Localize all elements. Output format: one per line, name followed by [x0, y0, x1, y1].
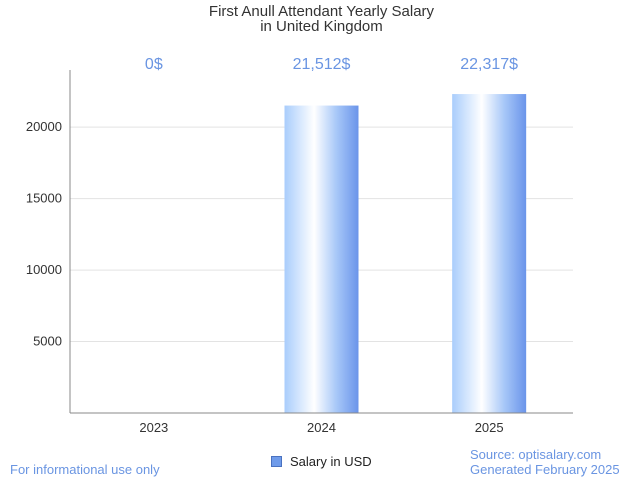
- x-tick-label: 2025: [475, 420, 504, 435]
- chart-title: First Anull Attendant Yearly Salary: [208, 3, 435, 20]
- y-tick-label: 20000: [26, 119, 62, 134]
- legend-label: Salary in USD: [290, 454, 372, 469]
- y-tick-label: 10000: [26, 262, 62, 277]
- disclaimer-text: For informational use only: [10, 462, 160, 477]
- y-tick-label: 15000: [26, 191, 62, 206]
- legend: Salary in USD: [271, 454, 372, 469]
- chart-subtitle: in United Kingdom: [260, 18, 383, 35]
- y-tick-label: 5000: [33, 334, 62, 349]
- bar: [284, 105, 359, 413]
- source-text: Source: optisalary.com: [470, 447, 602, 462]
- data-label: 21,512$: [293, 56, 351, 73]
- x-tick-label: 2023: [139, 420, 168, 435]
- data-label: 22,317$: [460, 56, 518, 73]
- generated-text: Generated February 2025: [470, 462, 620, 477]
- bar: [452, 94, 527, 414]
- data-label: 0$: [145, 56, 163, 73]
- legend-swatch: [271, 456, 282, 467]
- x-tick-label: 2024: [307, 420, 336, 435]
